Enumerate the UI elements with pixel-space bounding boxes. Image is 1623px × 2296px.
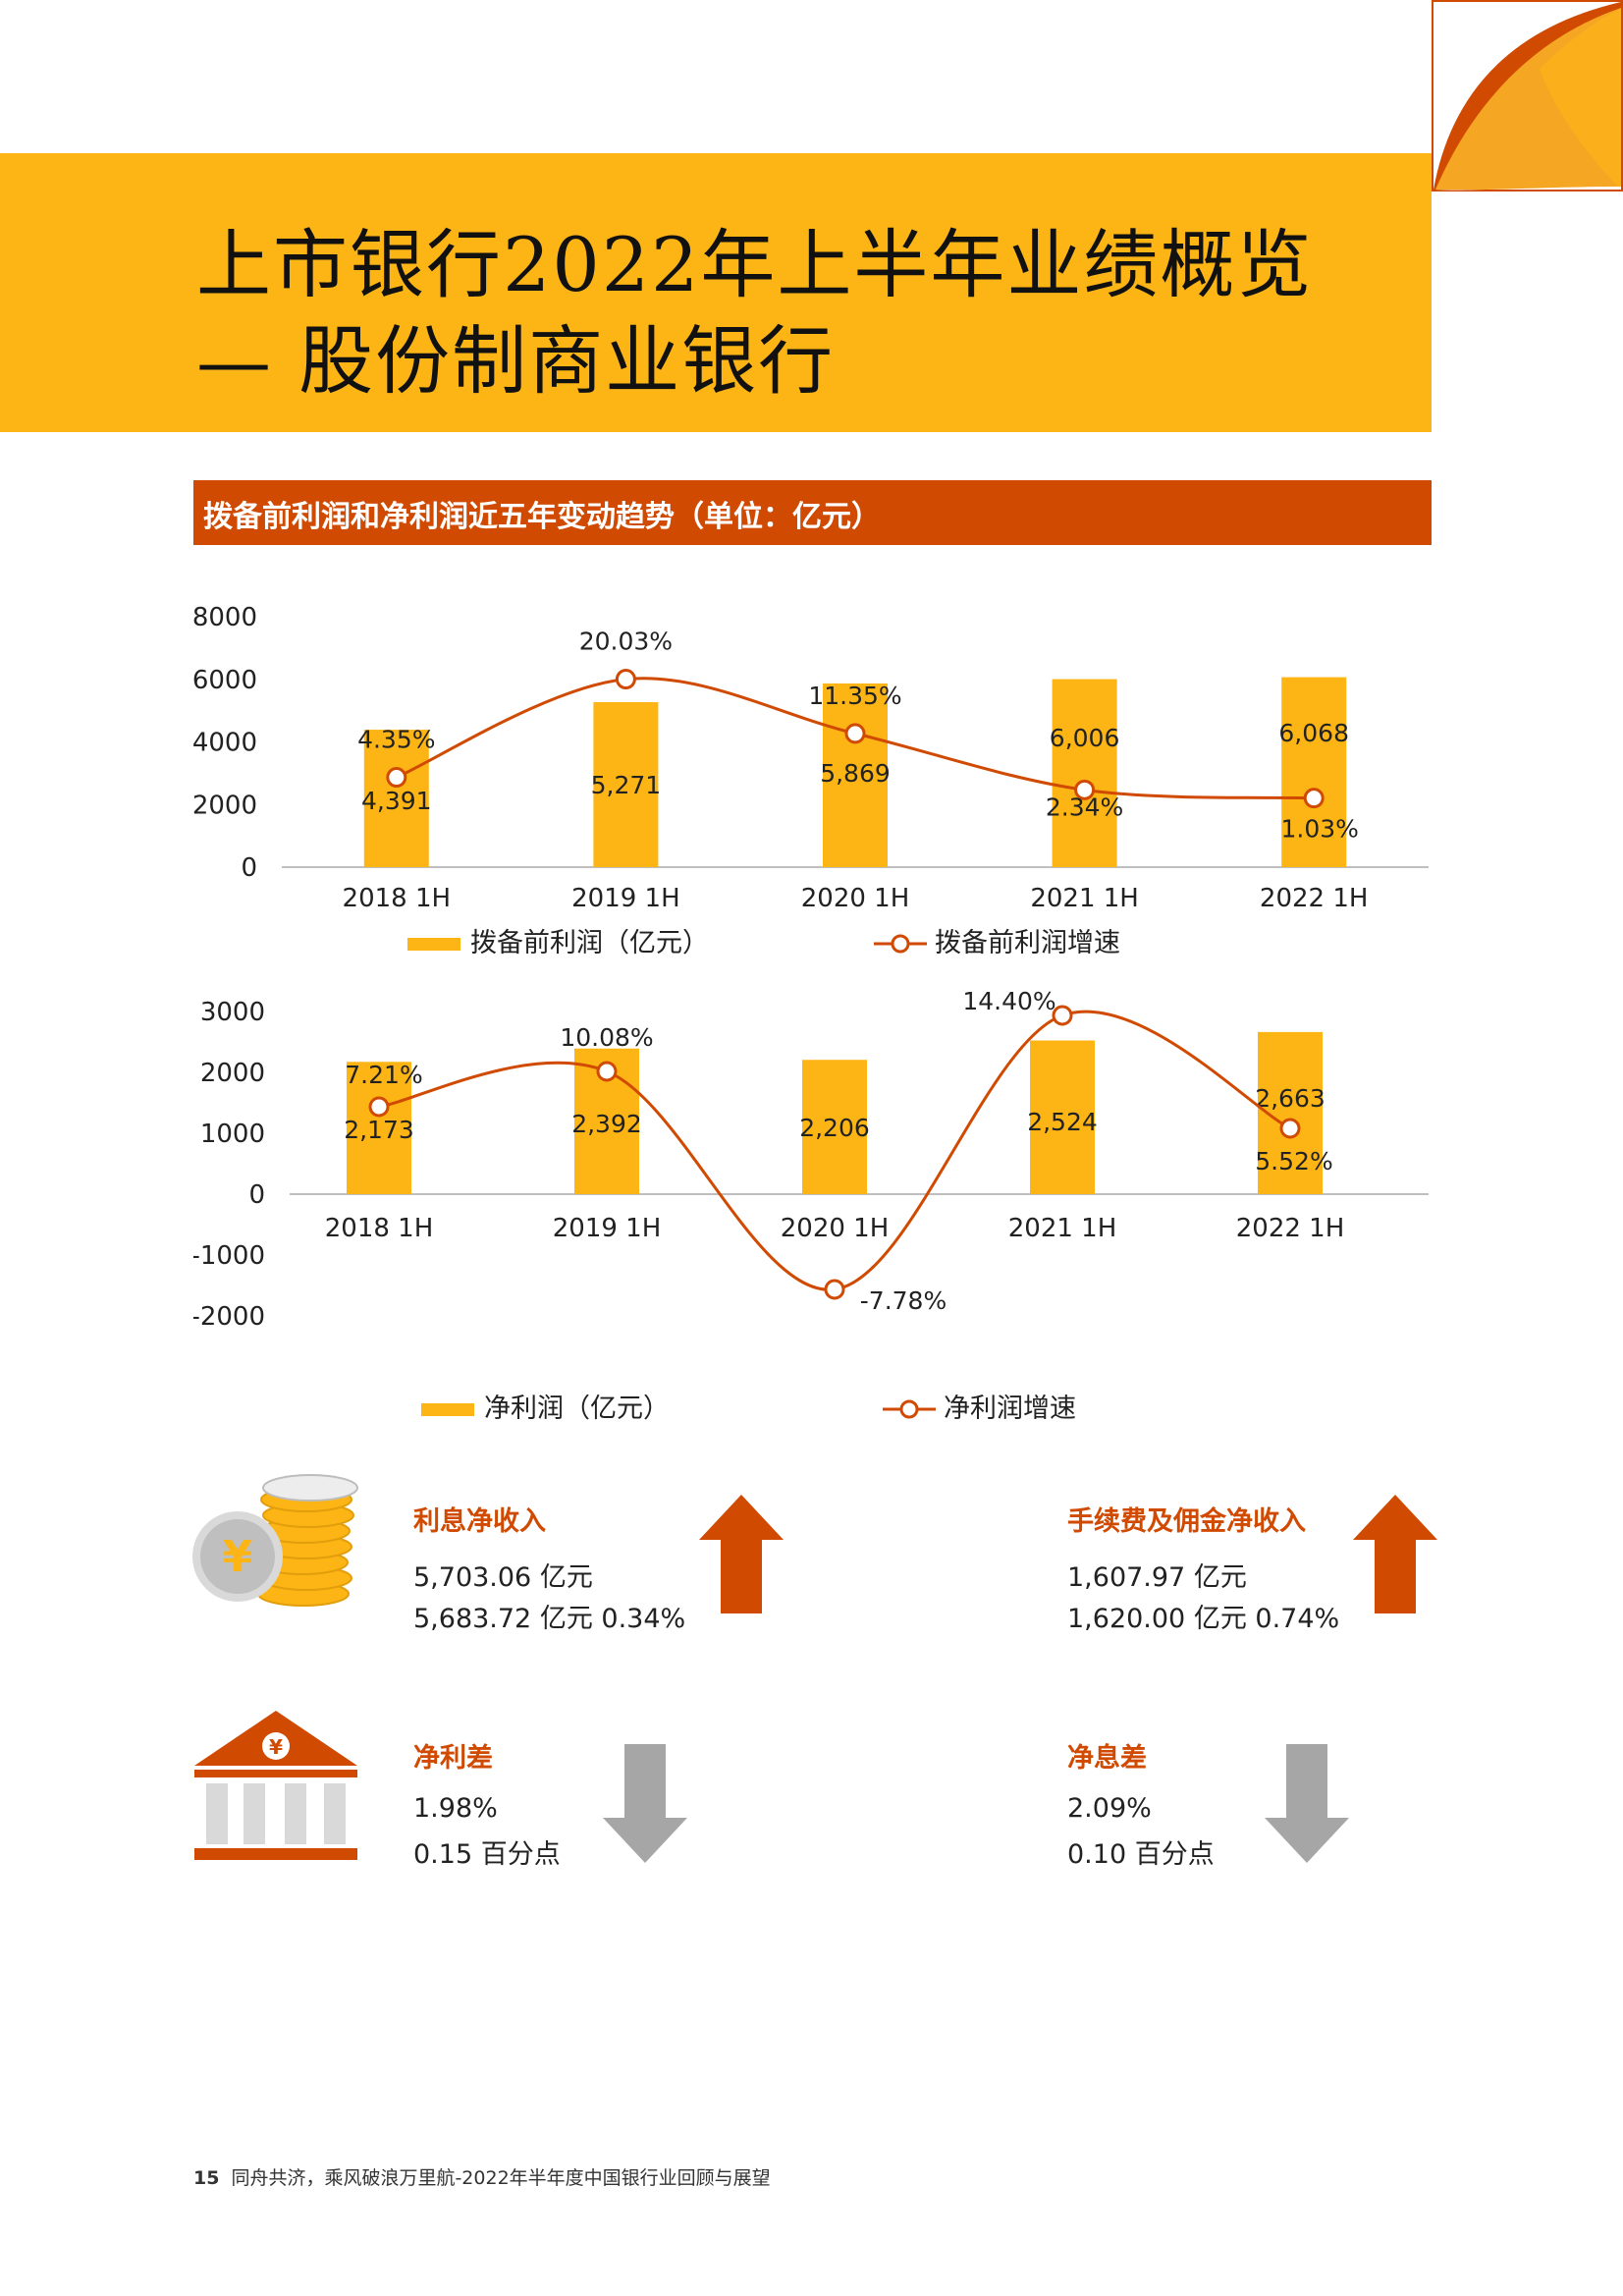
bar-value-label: 5,271 xyxy=(591,771,662,799)
growth-point xyxy=(615,669,636,690)
growth-value-label: 5.52% xyxy=(1255,1147,1332,1175)
growth-point xyxy=(1303,788,1325,809)
kpi-net-interest-income-title: 利息净收入 xyxy=(413,1506,546,1537)
down-arrow-icon xyxy=(603,1744,687,1863)
y-tick-label: 8000 xyxy=(193,603,257,632)
x-tick-label: 2018 1H xyxy=(325,1214,434,1243)
x-tick-label: 2020 1H xyxy=(781,1214,890,1243)
kpi-net-interest-spread-change: 0.15 百分点 xyxy=(413,1839,561,1870)
svg-text:¥: ¥ xyxy=(269,1735,283,1759)
growth-value-label: 1.03% xyxy=(1280,815,1358,844)
x-tick-label: 2021 1H xyxy=(1030,884,1139,913)
growth-point xyxy=(844,723,866,744)
legend-line-marker xyxy=(891,934,910,954)
kpi-net-interest-margin-title: 净息差 xyxy=(1067,1743,1147,1774)
growth-value-label: 10.08% xyxy=(560,1023,653,1052)
growth-value-label: -7.78% xyxy=(860,1286,947,1315)
kpi-net-interest-margin-change: 0.10 百分点 xyxy=(1067,1839,1215,1870)
bar xyxy=(363,730,429,867)
kpi-net-interest-income-value: 5,703.06 亿元 xyxy=(413,1562,593,1593)
growth-value-label: 2.34% xyxy=(1046,793,1123,821)
growth-value-label: 4.35% xyxy=(357,726,435,754)
coins-icon: ¥ xyxy=(192,1474,358,1607)
page-number: 15 xyxy=(193,2167,220,2189)
kpi-fee-commission-income-title: 手续费及佣金净收入 xyxy=(1067,1506,1306,1537)
bar-value-label: 5,869 xyxy=(820,759,891,788)
growth-point xyxy=(1052,1005,1073,1026)
y-tick-label: 4000 xyxy=(193,729,257,758)
bar xyxy=(347,1062,411,1194)
bar-value-label: 2,173 xyxy=(344,1116,414,1144)
kpi-net-interest-margin-value: 2.09% xyxy=(1067,1793,1152,1824)
bar xyxy=(802,1060,867,1194)
section-title: 拨备前利润和净利润近五年变动趋势（单位：亿元） xyxy=(203,500,881,534)
y-tick-label: 0 xyxy=(241,853,257,883)
growth-value-label: 7.21% xyxy=(345,1061,422,1089)
y-tick-label: 2000 xyxy=(193,791,257,820)
bar-value-label: 6,068 xyxy=(1278,719,1349,747)
kpi-fee-commission-income-change: 1,620.00 亿元 0.74% xyxy=(1067,1604,1340,1634)
up-arrow-icon xyxy=(1353,1495,1437,1613)
x-tick-label: 2021 1H xyxy=(1008,1214,1117,1243)
page-title-line2: — 股份制商业银行 xyxy=(196,317,836,405)
growth-point xyxy=(1074,779,1096,800)
growth-value-label: 20.03% xyxy=(579,628,673,656)
growth-value-label: 14.40% xyxy=(962,987,1055,1015)
x-tick-label: 2019 1H xyxy=(553,1214,662,1243)
y-tick-label: 0 xyxy=(248,1180,265,1210)
growth-point xyxy=(596,1061,618,1082)
down-arrow-icon xyxy=(1265,1744,1349,1863)
legend-bar-swatch xyxy=(407,938,460,951)
legend-line-label: 拨备前利润增速 xyxy=(935,928,1120,958)
bar xyxy=(1052,679,1117,867)
kpi-net-interest-spread-value: 1.98% xyxy=(413,1793,498,1824)
growth-value-label: 11.35% xyxy=(808,682,901,710)
growth-point xyxy=(368,1096,390,1118)
legend-bar-label: 拨备前利润（亿元） xyxy=(470,928,709,958)
bar xyxy=(823,683,888,867)
bar-value-label: 4,391 xyxy=(361,787,432,815)
x-tick-label: 2022 1H xyxy=(1236,1214,1345,1243)
bar xyxy=(593,701,659,867)
kpi-fee-commission-income-value: 1,607.97 亿元 xyxy=(1067,1562,1247,1593)
legend-line-marker xyxy=(899,1399,919,1419)
x-tick-label: 2020 1H xyxy=(801,884,910,913)
y-tick-label: 1000 xyxy=(200,1120,265,1149)
bar xyxy=(1281,677,1347,867)
footer: 15 同舟共济，乘风破浪万里航-2022年半年度中国银行业回顾与展望 xyxy=(193,2163,771,2190)
x-tick-label: 2018 1H xyxy=(343,884,452,913)
growth-point xyxy=(386,767,407,789)
x-tick-label: 2022 1H xyxy=(1260,884,1369,913)
growth-point xyxy=(1279,1118,1301,1139)
y-tick-label: 2000 xyxy=(200,1059,265,1088)
net-profit-chart: 3000 2000 1000 0 -1000 -2000 2,173 2018 1H 2,392… xyxy=(193,987,1429,1424)
y-tick-label: -2000 xyxy=(193,1302,265,1332)
x-tick-label: 2019 1H xyxy=(571,884,680,913)
growth-point xyxy=(824,1279,845,1300)
bar-value-label: 2,206 xyxy=(799,1114,870,1142)
y-tick-label: 3000 xyxy=(200,998,265,1027)
legend-bar-label: 净利润（亿元） xyxy=(484,1394,670,1424)
bar-value-label: 2,663 xyxy=(1255,1084,1325,1113)
kpi-net-interest-income-change: 5,683.72 亿元 0.34% xyxy=(413,1604,686,1634)
y-tick-label: 6000 xyxy=(193,666,257,695)
section-header: 拨备前利润和净利润近五年变动趋势（单位：亿元） xyxy=(193,480,1432,545)
corner-leaf-decoration xyxy=(1432,0,1623,191)
title-band: 上市银行2022年上半年业绩概览 — 股份制商业银行 xyxy=(0,153,1432,432)
kpi-net-interest-spread-title: 净利差 xyxy=(413,1743,493,1774)
bar-value-label: 6,006 xyxy=(1050,724,1120,752)
svg-text:¥: ¥ xyxy=(223,1532,253,1582)
bar-value-label: 2,524 xyxy=(1027,1108,1098,1136)
pre-provision-profit-chart: 0 2000 4000 6000 8000 4,391 2018 1H 5,271 2019 1… xyxy=(193,603,1429,958)
bar xyxy=(1030,1040,1095,1194)
legend-bar-swatch xyxy=(421,1403,474,1416)
page-title-line1: 上市银行2022年上半年业绩概览 xyxy=(196,221,1314,308)
bar-value-label: 2,392 xyxy=(571,1110,642,1138)
y-tick-label: -1000 xyxy=(193,1241,265,1271)
legend-line-label: 净利润增速 xyxy=(944,1394,1076,1424)
bank-icon: ¥ xyxy=(194,1711,357,1860)
up-arrow-icon xyxy=(699,1495,784,1613)
footer-text: 同舟共济，乘风破浪万里航-2022年半年度中国银行业回顾与展望 xyxy=(231,2167,771,2189)
